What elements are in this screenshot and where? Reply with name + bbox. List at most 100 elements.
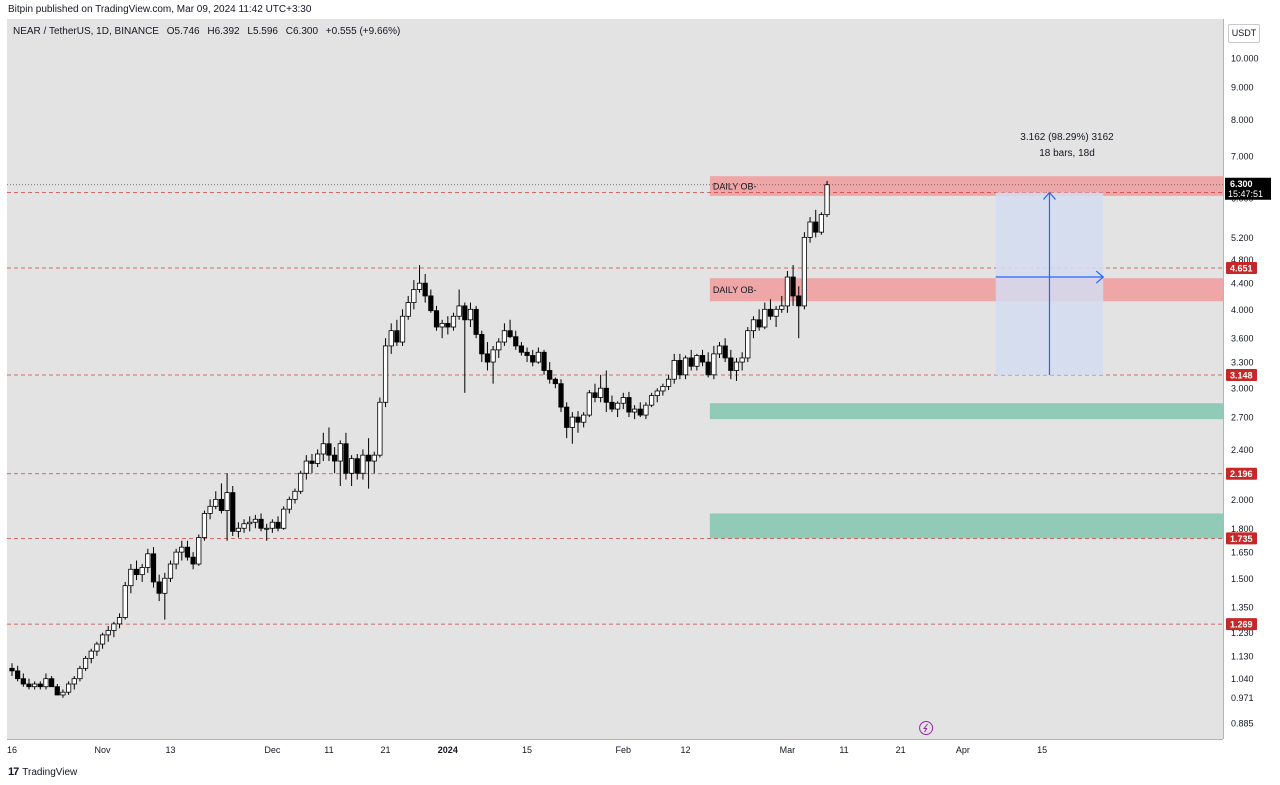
price-tick-label: 1.040 (1231, 674, 1254, 684)
candle-body (298, 472, 304, 492)
last-price-badge-bg (1225, 177, 1271, 200)
price-tick-label: 1.350 (1231, 603, 1254, 613)
candle-body (535, 351, 541, 363)
projection-arrowhead-up (1043, 191, 1056, 200)
symbol-legend: NEAR / TetherUS, 1D, BINANCE O5.746 H6.3… (13, 26, 405, 37)
time-tick-label: Feb (616, 745, 632, 755)
candle-body (264, 527, 270, 530)
candle-body (784, 276, 791, 307)
price-tick-label: 1.130 (1231, 651, 1254, 661)
candle-body (433, 310, 440, 328)
candle-body (218, 498, 225, 511)
candle-body (694, 355, 700, 367)
price-tick-label: 4.000 (1231, 305, 1254, 315)
candle-body (337, 443, 343, 462)
time-tick-label: 15 (1037, 745, 1047, 755)
candle-body (196, 537, 202, 565)
candle-body (173, 551, 179, 565)
candle-body (394, 330, 400, 343)
candle-body (60, 691, 66, 696)
candle-body (286, 498, 292, 510)
time-tick-label: 11 (324, 745, 333, 755)
candle-body (201, 513, 208, 538)
candle-body (139, 567, 145, 576)
candle-body (348, 458, 355, 474)
chart-pane[interactable]: DAILY OB- DAILY OB- NEAR / TetherUS, 1D, … (7, 19, 1223, 739)
candle-body (145, 553, 151, 568)
symbol-title[interactable]: NEAR / TetherUS, 1D, BINANCE (13, 26, 159, 37)
candle-body (360, 454, 366, 474)
footer: 17 TradingView (8, 766, 77, 778)
tradingview-logo-icon[interactable]: 17 (8, 766, 19, 778)
flash-glyph (923, 723, 928, 733)
price-scale[interactable]: 10.0009.0008.0007.0006.0005.2004.8004.40… (1223, 19, 1280, 739)
candle-body (615, 402, 621, 410)
candle-body (665, 378, 672, 387)
candle-body (416, 282, 423, 290)
candle-body (501, 330, 508, 343)
candle-body (552, 378, 558, 385)
candle-body (824, 184, 830, 216)
level-badge: 1.735 (1230, 534, 1253, 544)
candle-body (247, 521, 253, 525)
currency-button[interactable]: USDT (1228, 24, 1260, 43)
candle-body (484, 353, 491, 363)
time-tick-label: 2024 (438, 745, 458, 755)
candle-body (377, 401, 383, 456)
price-tick-label: 4.400 (1231, 279, 1254, 289)
time-tick-label: 16 (7, 745, 17, 755)
candle-body (411, 289, 417, 303)
measure-label: 3.162 (98.29%) 3162 18 bars, 18d (967, 130, 1167, 162)
candle-body (716, 345, 723, 355)
candle-body (558, 383, 564, 408)
level-badge-bg (1226, 261, 1257, 274)
price-chart[interactable]: DAILY OB- DAILY OB- (7, 19, 1223, 739)
candle-body (179, 546, 185, 553)
candle-body (20, 678, 26, 685)
candle-body (399, 315, 406, 343)
candle-body (507, 330, 513, 338)
candle-body (43, 678, 49, 688)
time-tick-label: 12 (681, 745, 691, 755)
candle-body (479, 334, 485, 355)
time-tick-label: Dec (264, 745, 281, 755)
demand-zone (709, 403, 1223, 420)
time-scale[interactable]: 16 Nov 13 Dec 11 21 2024 15 Feb 12 Mar 11 21 Apr 15 (7, 739, 1223, 760)
time-tick-label: Apr (956, 745, 970, 755)
level-badge-bg (1226, 532, 1257, 545)
price-tick-label: 2.000 (1231, 495, 1254, 505)
candle-body (711, 353, 717, 376)
candle-body (445, 322, 451, 328)
candle-body (82, 657, 89, 669)
candle-body (682, 357, 689, 376)
candle-body (813, 221, 819, 233)
candle-body (643, 404, 649, 416)
candle-body (513, 336, 519, 347)
candle-body (422, 282, 428, 297)
candle-body (303, 460, 309, 474)
candle-body (603, 387, 609, 403)
candle-body (518, 345, 525, 353)
candle-body (756, 319, 762, 328)
ohlc-high: H6.392 (207, 26, 240, 37)
footer-brand[interactable]: TradingView (22, 766, 78, 778)
publish-info: Bitpin published on TradingView.com, Mar… (8, 4, 312, 15)
level-badge: 2.196 (1230, 469, 1253, 479)
candle-body (252, 518, 258, 523)
candle-body (592, 392, 598, 398)
price-tick-label: 1.230 (1231, 628, 1254, 638)
candle-body (326, 443, 332, 456)
price-tick-label: 9.000 (1231, 82, 1254, 92)
candle-body (66, 683, 72, 693)
candle-body (309, 460, 315, 464)
candle-body (660, 385, 666, 392)
candle-body (99, 634, 106, 645)
candle-body (801, 236, 808, 307)
time-tick-label: 13 (165, 745, 175, 755)
candle-body (773, 308, 779, 317)
candle-body (71, 678, 77, 685)
candle-body (88, 650, 94, 659)
level-badge-bg (1226, 467, 1257, 480)
candle-body (467, 308, 474, 321)
time-tick-label: 15 (522, 745, 532, 755)
